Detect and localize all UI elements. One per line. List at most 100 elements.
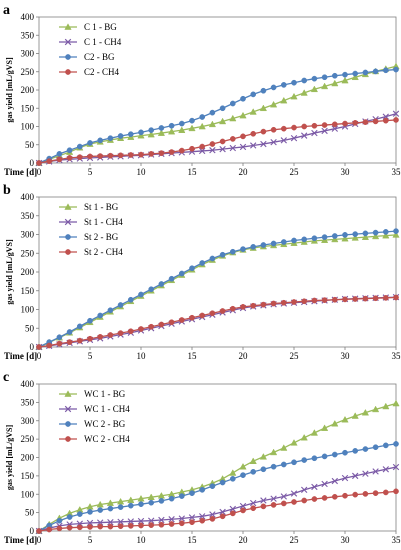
data-point: [260, 140, 267, 148]
data-point: [158, 516, 165, 524]
x-tick-label: 15: [188, 535, 198, 545]
data-point: [158, 521, 165, 528]
data-point: [372, 68, 379, 75]
data-point: [138, 151, 144, 158]
data-point: [158, 281, 165, 287]
legend-entry: WC 2 - CH4: [84, 434, 130, 444]
data-point-stroke: [341, 474, 349, 482]
data-point: [240, 133, 246, 140]
data-point-stroke: [158, 516, 165, 524]
data-point: [311, 75, 318, 82]
panel-letter: b: [3, 183, 11, 198]
data-point-stroke: [199, 147, 206, 155]
data-point: [229, 475, 236, 482]
data-point: [260, 87, 267, 94]
data-point: [372, 490, 379, 496]
data-point: [291, 79, 297, 86]
x-tick-label: 30: [341, 167, 351, 177]
data-point: [270, 502, 277, 508]
series-2: [36, 441, 399, 534]
data-point: [269, 100, 278, 108]
y-tick-label: 300: [21, 416, 35, 426]
data-point: [127, 131, 134, 138]
data-point: [66, 155, 73, 161]
data-point: [117, 504, 124, 510]
data-point: [301, 457, 308, 463]
data-point: [331, 477, 338, 485]
data-point: [189, 265, 195, 272]
data-point: [331, 451, 338, 458]
data-point: [148, 127, 155, 133]
data-point: [107, 523, 114, 530]
data-point: [178, 317, 185, 323]
data-point: [148, 517, 155, 524]
y-tick-label: 300: [21, 230, 35, 240]
data-point: [148, 286, 155, 293]
data-point: [321, 453, 328, 460]
data-point-stroke: [270, 139, 277, 146]
y-tick-label: 150: [21, 103, 35, 113]
data-point: [240, 304, 246, 310]
data-point: [342, 449, 348, 456]
x-tick-label: 15: [188, 351, 198, 361]
y-tick-label: 200: [21, 267, 35, 277]
x-axis-label: Time [d]: [4, 167, 37, 177]
data-point: [97, 523, 104, 530]
data-point: [76, 337, 83, 344]
data-point: [331, 235, 339, 243]
data-point: [290, 134, 298, 142]
data-point: [148, 522, 155, 528]
data-point: [342, 492, 348, 499]
y-tick-label: 250: [21, 67, 35, 77]
data-point: [65, 436, 71, 442]
data-point: [87, 509, 93, 515]
data-point: [46, 158, 53, 165]
y-axis-label: gas yield [mL/gVS]: [5, 239, 14, 305]
data-point: [331, 79, 339, 87]
data-point: [87, 153, 93, 160]
series-2: [36, 228, 399, 350]
data-point: [219, 138, 226, 145]
data-point: [76, 323, 83, 330]
data-point: [280, 461, 287, 468]
y-tick-label: 350: [21, 211, 35, 221]
data-point: [311, 496, 318, 502]
y-tick-label: 100: [21, 122, 35, 132]
data-point: [209, 255, 216, 262]
data-point: [392, 463, 400, 471]
data-point: [127, 502, 134, 509]
data-point: [157, 129, 166, 136]
data-point: [229, 144, 236, 152]
data-point: [362, 119, 369, 125]
data-point: [97, 137, 104, 144]
data-point: [97, 507, 104, 513]
data-point: [249, 457, 257, 464]
data-point: [167, 127, 176, 135]
data-point: [331, 121, 338, 128]
data-point: [87, 335, 93, 342]
data-point: [280, 299, 287, 306]
data-point: [64, 23, 72, 30]
data-point-stroke: [117, 518, 124, 526]
data-point: [240, 95, 246, 102]
data-point: [137, 494, 145, 502]
y-tick-label: 0: [30, 526, 35, 536]
data-point: [66, 514, 73, 520]
data-point: [280, 500, 287, 507]
data-point: [107, 307, 114, 314]
data-point: [269, 448, 278, 456]
y-tick-label: 350: [21, 30, 35, 40]
data-point: [65, 54, 71, 60]
data-point-stroke: [250, 499, 257, 507]
data-point: [127, 523, 134, 529]
data-point: [158, 321, 165, 328]
data-point-stroke: [392, 463, 400, 471]
data-point: [382, 231, 390, 239]
series-3: [36, 117, 399, 166]
data-point: [392, 110, 400, 117]
series-2: [36, 66, 399, 166]
data-point: [301, 132, 308, 139]
data-point: [189, 117, 195, 124]
data-point: [362, 470, 369, 477]
data-point: [310, 429, 319, 436]
